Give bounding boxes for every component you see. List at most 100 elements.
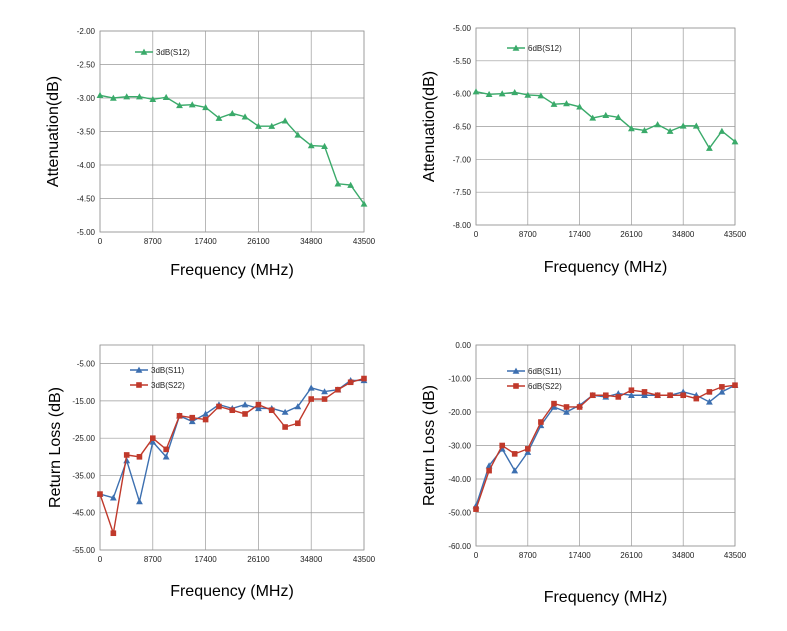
data-point (188, 101, 196, 108)
data-point (268, 122, 276, 129)
data-point (294, 131, 302, 138)
data-point (641, 391, 648, 398)
data-point (176, 101, 183, 109)
data-point (241, 401, 249, 408)
y-tick-label: -55.00 (72, 546, 95, 555)
data-point (602, 392, 609, 399)
data-point (162, 93, 170, 101)
data-point (294, 403, 302, 410)
x-tick-label: 0 (98, 555, 103, 564)
data-point (136, 454, 143, 460)
legend-marker (512, 44, 520, 51)
data-point (511, 451, 518, 457)
x-tick-label: 17400 (194, 237, 217, 246)
data-point (176, 413, 183, 419)
y-tick-label: -5.00 (77, 228, 96, 237)
y-tick-label: -20.00 (448, 408, 471, 417)
data-point (719, 384, 725, 390)
x-tick-label: 8700 (144, 237, 162, 246)
legend-marker (512, 367, 520, 374)
legend-label: 6dB(S22) (528, 382, 562, 391)
data-point (472, 88, 480, 95)
y-tick-label: -25.00 (72, 434, 95, 443)
data-point (705, 398, 713, 405)
data-point (321, 388, 328, 395)
data-point (628, 387, 635, 394)
x-axis-title: Frequency (MHz) (544, 259, 668, 276)
y-tick-label: -35.00 (72, 471, 95, 480)
data-point (576, 404, 583, 410)
data-point (110, 530, 117, 537)
data-point (486, 467, 492, 474)
data-point (109, 494, 117, 501)
chart-3: 0 8700 17400 26100 34800 43500 -5.00 -15.00 -25.… (47, 344, 376, 600)
data-point (335, 386, 341, 393)
data-point (188, 418, 196, 425)
data-point (654, 121, 661, 128)
data-point (136, 498, 143, 505)
data-point (268, 407, 275, 414)
y-tick-label: -15.00 (72, 397, 95, 406)
x-tick-label: 34800 (672, 230, 695, 239)
data-point (563, 408, 570, 415)
data-point (641, 389, 648, 395)
y-tick-label: -5.50 (453, 57, 472, 66)
data-point (666, 127, 674, 134)
data-point (641, 127, 648, 134)
data-point (563, 404, 570, 410)
data-point (97, 491, 103, 497)
y-tick-label: -2.50 (77, 61, 96, 70)
y-tick-label: -6.00 (453, 90, 472, 99)
x-tick-label: 34800 (672, 551, 695, 560)
x-tick-label: 26100 (247, 237, 270, 246)
data-point (693, 395, 700, 402)
x-tick-label: 43500 (724, 230, 747, 239)
data-point (718, 388, 726, 395)
x-tick-label: 34800 (300, 237, 323, 246)
data-point (347, 379, 354, 386)
data-point (255, 404, 262, 412)
data-point (706, 389, 713, 395)
legend-label: 6dB(S11) (528, 367, 562, 376)
data-point (321, 142, 328, 149)
data-point (628, 125, 635, 132)
x-tick-label: 17400 (568, 230, 591, 239)
y-tick-label: -10.00 (448, 375, 471, 384)
data-point (525, 446, 531, 452)
x-tick-label: 43500 (353, 237, 376, 246)
data-point (679, 122, 687, 129)
data-point (282, 424, 288, 430)
data-point (731, 138, 739, 145)
x-tick-label: 8700 (519, 551, 537, 560)
x-axis-title: Frequency (MHz) (544, 589, 668, 606)
data-point (550, 100, 558, 107)
data-point (308, 396, 314, 402)
x-tick-label: 34800 (300, 555, 323, 564)
data-point (615, 394, 622, 400)
legend-marker (136, 382, 142, 388)
x-tick-label: 0 (474, 551, 479, 560)
data-point (255, 401, 262, 408)
x-tick-label: 17400 (568, 551, 591, 560)
y-tick-label: -45.00 (72, 509, 95, 518)
data-point (307, 384, 315, 391)
x-tick-label: 26100 (247, 555, 270, 564)
data-point (614, 113, 622, 121)
data-point (602, 111, 610, 119)
data-point (202, 416, 209, 423)
data-point (551, 400, 557, 407)
data-point (499, 442, 505, 449)
data-point (692, 122, 700, 129)
data-point (216, 403, 222, 410)
data-point (524, 91, 532, 98)
data-point (680, 392, 686, 399)
data-point (732, 382, 738, 388)
chart-2: 0 8700 17400 26100 34800 43500 -5.00 -5.50 -6.00… (421, 24, 747, 276)
data-point (162, 453, 170, 460)
series-line-6dB(S12) (475, 91, 736, 150)
data-point (189, 414, 196, 421)
x-tick-label: 26100 (620, 551, 643, 560)
data-point (96, 91, 104, 99)
data-point (334, 180, 342, 187)
